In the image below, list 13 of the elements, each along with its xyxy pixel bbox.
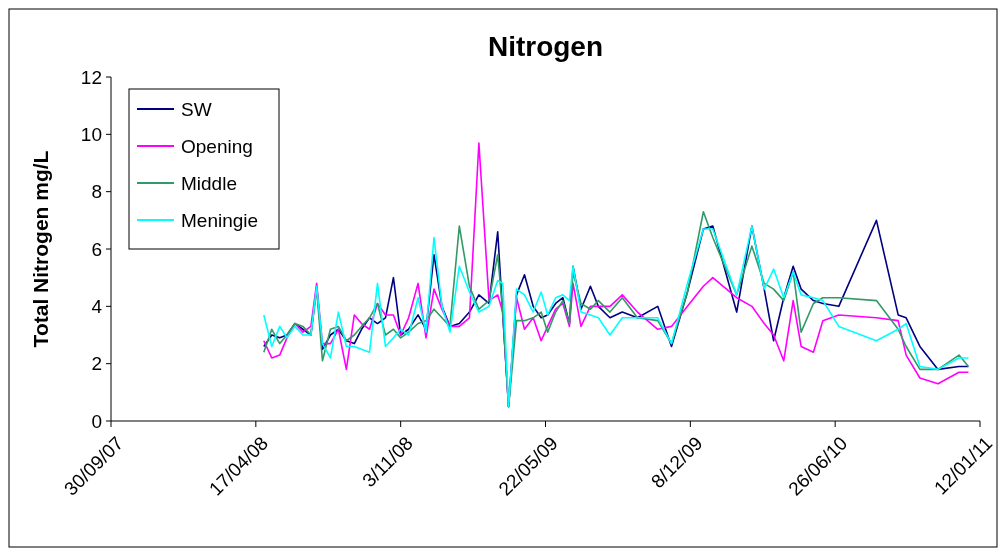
y-tick-label: 4 (91, 295, 103, 317)
legend-label: SW (181, 98, 212, 120)
chart-title: Nitrogen (487, 31, 604, 62)
y-tick-label: 6 (91, 238, 102, 260)
y-tick-label: 2 (91, 353, 102, 375)
y-tick-label: 10 (80, 123, 102, 145)
y-tick-label: 8 (91, 181, 102, 203)
y-axis-title: Total Nitrogen mg/L (29, 150, 52, 348)
legend-label: Opening (181, 135, 253, 157)
legend-label: Meningie (181, 209, 259, 231)
legend-label: Middle (181, 172, 237, 194)
y-tick-label: 12 (80, 66, 102, 88)
y-tick-label: 0 (91, 410, 102, 432)
